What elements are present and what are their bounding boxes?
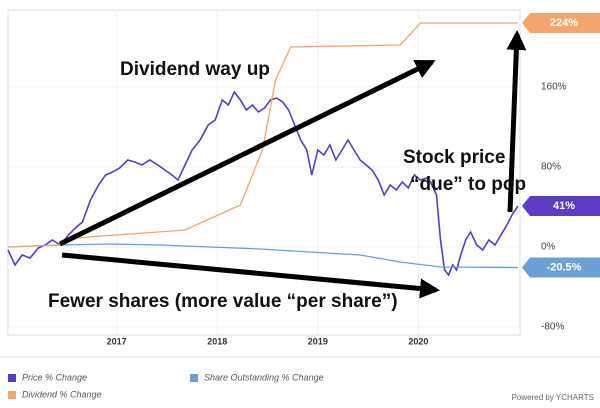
- end-label-box: [522, 196, 600, 216]
- x-tick-label: 2020: [408, 336, 428, 346]
- end-label: -20.5%: [547, 261, 582, 273]
- legend-label: Dividend % Change: [22, 389, 102, 399]
- arrow: [61, 252, 440, 299]
- y-tick-label: -80%: [541, 322, 564, 333]
- x-tick-label: 2018: [207, 336, 227, 346]
- end-label: 224%: [550, 17, 578, 29]
- annotation: Dividend way up: [120, 59, 270, 80]
- legend-label: Price % Change: [22, 372, 87, 382]
- y-tick-label: 0%: [541, 242, 556, 253]
- y-tick-label: 160%: [541, 82, 567, 93]
- x-tick-label: 2019: [308, 336, 328, 346]
- legend-swatch: [8, 391, 16, 399]
- annotation: “due” to pop: [410, 174, 526, 195]
- annotation: Fewer shares (more value “per share”): [48, 291, 398, 312]
- series-line: [7, 243, 519, 269]
- annotation: Stock price: [403, 147, 505, 168]
- plot-frame: [7, 9, 521, 336]
- legend-label: Share Outstanding % Change: [204, 372, 324, 382]
- arrow: [58, 59, 436, 247]
- series-line: [7, 90, 519, 277]
- y-tick-label: 80%: [541, 162, 561, 173]
- legend-swatch: [8, 374, 16, 382]
- end-label-box: [522, 257, 600, 278]
- credit: Powered by YCHARTS: [512, 393, 594, 402]
- x-tick-label: 2017: [107, 336, 127, 346]
- legend-swatch: [190, 374, 198, 382]
- end-label-box: [522, 13, 600, 33]
- series-line: [7, 22, 518, 248]
- arrow: [506, 30, 527, 213]
- end-label: 41%: [553, 200, 575, 212]
